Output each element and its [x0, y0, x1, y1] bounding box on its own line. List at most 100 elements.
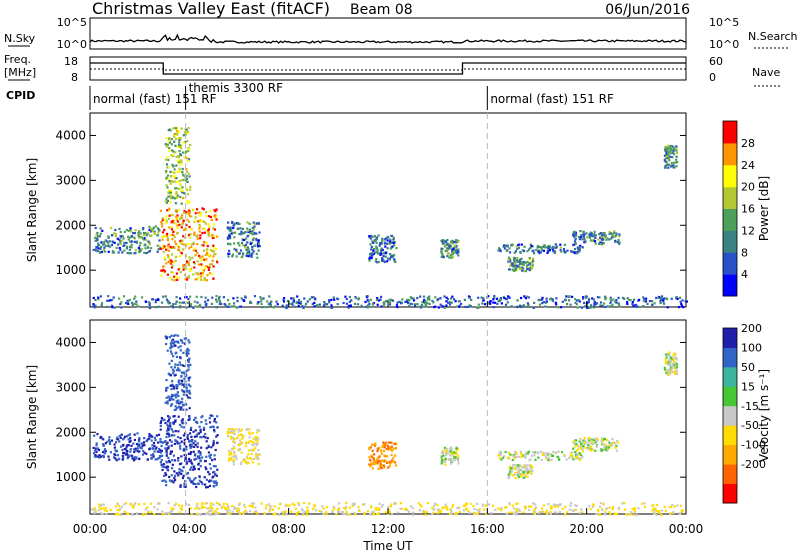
echo-cell [589, 231, 592, 234]
echo-cell [187, 147, 190, 150]
echo-cell [631, 507, 634, 510]
echo-cell [201, 273, 205, 276]
echo-cell [161, 479, 164, 482]
echo-cell [172, 261, 176, 264]
echo-cell [205, 468, 208, 471]
echo-cell [387, 508, 391, 512]
echo-cell [178, 141, 181, 144]
echo-cell [174, 408, 178, 411]
echo-cell [179, 408, 182, 411]
echo-cell [601, 439, 604, 442]
echo-cell [234, 428, 237, 431]
echo-cell [519, 475, 523, 478]
echo-cell [424, 305, 427, 308]
echo-cell [571, 295, 574, 298]
echo-cell [179, 304, 182, 307]
echo-cell [166, 400, 169, 403]
echo-cell [170, 266, 173, 269]
echo-cell [174, 363, 177, 366]
x-tick-label: 16:00 [470, 522, 505, 536]
echo-cell [389, 247, 392, 250]
colorbar-tick-label: 12 [741, 224, 755, 237]
colorbar-tick-label: 15 [741, 380, 755, 393]
echo-cell [460, 302, 463, 305]
echo-cell [201, 505, 204, 508]
echo-cell [188, 148, 191, 151]
echo-cell [680, 304, 684, 307]
echo-cell [669, 512, 672, 515]
echo-cell [147, 306, 150, 309]
echo-cell [227, 305, 230, 308]
echo-cell [604, 511, 607, 514]
echo-cell [115, 438, 118, 441]
echo-cell [170, 334, 173, 337]
echo-cell [236, 222, 240, 225]
echo-cell [437, 298, 440, 301]
echo-cell [197, 277, 200, 280]
echo-cell [662, 298, 665, 301]
echo-cell [161, 235, 164, 238]
echo-cell [568, 456, 571, 459]
echo-cell [520, 452, 523, 455]
echo-cell [578, 238, 581, 241]
echo-cell [205, 303, 208, 307]
echo-cell [483, 303, 487, 306]
echo-cell [173, 133, 176, 136]
echo-cell [231, 427, 234, 431]
echo-cell [169, 261, 172, 264]
echo-cell [228, 457, 231, 460]
echo-cell [366, 510, 370, 513]
echo-cell [245, 254, 248, 257]
echo-cell [202, 426, 206, 429]
echo-cell [113, 306, 116, 309]
echo-cell [192, 241, 195, 244]
echo-cell [580, 445, 583, 448]
echo-cell [187, 503, 190, 506]
echo-cell [514, 473, 517, 476]
echo-cell [233, 450, 236, 454]
echo-cell [592, 441, 595, 445]
echo-cell [167, 174, 170, 177]
echo-cell [235, 510, 239, 513]
echo-cell [173, 180, 176, 183]
echo-cell [185, 389, 188, 392]
echo-cell [157, 305, 160, 308]
echo-cell [282, 300, 286, 303]
echo-cell [110, 304, 114, 307]
echo-cell [212, 223, 215, 226]
echo-cell [125, 241, 128, 244]
echo-cell [545, 452, 548, 455]
echo-cell [370, 454, 373, 457]
echo-cell [166, 199, 170, 202]
echo-cell [138, 503, 141, 506]
echo-cell [173, 504, 176, 507]
echo-cell [428, 295, 431, 298]
echo-cell [517, 246, 520, 249]
echo-cell [571, 451, 574, 454]
echo-cell [450, 297, 453, 300]
echo-cell [185, 408, 188, 411]
echo-cell [380, 252, 383, 255]
echo-cell [198, 455, 201, 458]
echo-cell [159, 449, 162, 452]
echo-cell [212, 444, 215, 447]
echo-cell [512, 269, 515, 272]
echo-cell [483, 508, 486, 511]
echo-cell [158, 454, 162, 458]
echo-cell [172, 306, 175, 309]
echo-cell [238, 252, 241, 255]
echo-cell [211, 236, 214, 240]
echo-cell [168, 416, 171, 419]
echo-cell [673, 364, 676, 367]
echo-cell [609, 296, 612, 299]
echo-cell [675, 149, 678, 152]
echo-cell [176, 196, 179, 199]
echo-cell [246, 229, 250, 232]
echo-cell [182, 134, 185, 137]
echo-cell [664, 509, 667, 513]
echo-cell [107, 455, 110, 458]
echo-cell [678, 306, 681, 309]
colorbar-tick-label: -200 [741, 458, 766, 471]
echo-cell [174, 175, 177, 178]
echo-cell [124, 435, 127, 438]
